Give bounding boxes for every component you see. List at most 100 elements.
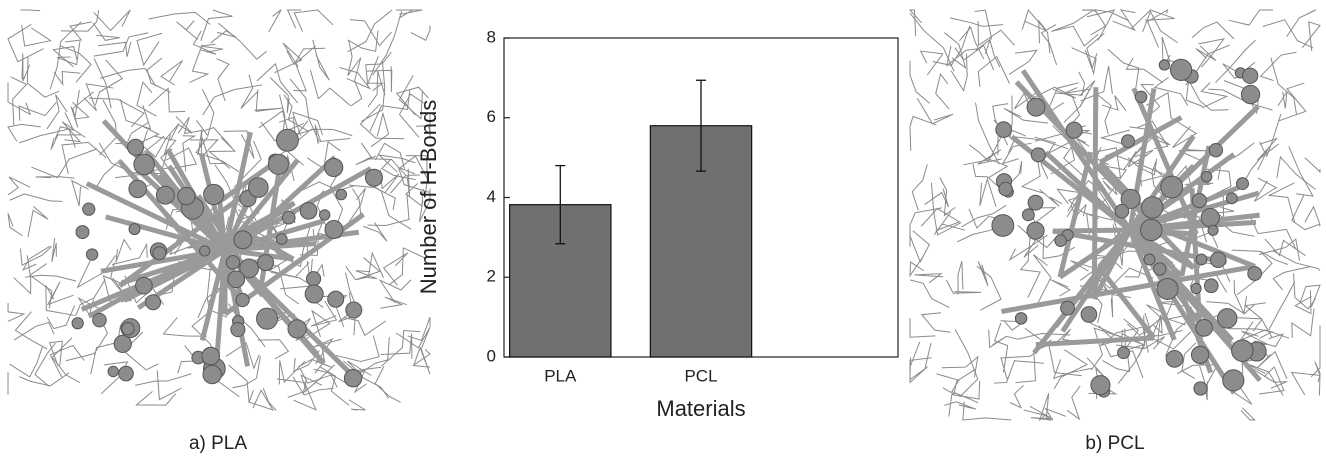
atom [324, 220, 344, 239]
atom [1209, 251, 1227, 268]
atom [1195, 319, 1213, 337]
bond-line [909, 60, 930, 104]
bond-line [111, 242, 148, 266]
bond-line [909, 318, 936, 338]
bond-line [1253, 177, 1278, 202]
bond-line [189, 44, 210, 83]
bond-line [135, 373, 192, 386]
bond-line [380, 330, 421, 367]
bond-line [1052, 125, 1085, 178]
bond-line [1008, 136, 1068, 153]
bond-line [1093, 277, 1103, 324]
bond-line [968, 137, 1002, 162]
bond-line [1243, 148, 1269, 183]
bond-line [1125, 57, 1164, 84]
atom [1200, 170, 1213, 183]
stick-bond [249, 232, 295, 262]
bond-line [367, 70, 386, 108]
bond-line [1008, 49, 1038, 75]
bond-line [269, 77, 290, 114]
bond-line [909, 230, 930, 264]
atom [1160, 175, 1184, 199]
bond-line [7, 213, 23, 237]
bond-line [123, 331, 159, 371]
stick-bond [1128, 163, 1196, 232]
bond-line [305, 309, 331, 340]
bond-line [374, 366, 401, 403]
atom [275, 128, 299, 152]
atom [235, 292, 250, 308]
bond-line [21, 53, 31, 82]
stick-bond [101, 119, 227, 252]
bond-line [347, 30, 379, 53]
bond-line [1244, 302, 1266, 332]
bond-line [1050, 279, 1071, 297]
atom [113, 334, 132, 353]
atom [998, 181, 1013, 197]
bond-line [1215, 39, 1256, 84]
x-tick-label: PLA [544, 366, 577, 385]
bond-line [348, 187, 366, 223]
bond-line [271, 116, 297, 161]
atom [1247, 266, 1263, 281]
bond-line [1086, 9, 1116, 41]
bond-line [302, 364, 335, 394]
atom [1026, 97, 1046, 117]
atom [318, 209, 331, 221]
bond-line [292, 376, 334, 396]
atom [1054, 234, 1067, 247]
stick-bond [224, 247, 294, 262]
bond-line [1293, 273, 1317, 310]
bond-line [348, 399, 366, 411]
bond-line [1291, 194, 1321, 231]
bond-line [48, 340, 63, 366]
atom [1065, 121, 1083, 139]
bond-line [944, 32, 967, 70]
x-tick-label: PCL [684, 366, 717, 385]
bond-line [1258, 238, 1301, 261]
bond-line [293, 350, 320, 373]
bond-line [954, 329, 979, 398]
bond-line [210, 30, 237, 44]
atom [177, 186, 196, 206]
bond-line [154, 134, 177, 156]
bond-line [350, 57, 363, 107]
atom [1158, 59, 1170, 71]
bond-line [19, 246, 52, 266]
bond-line [389, 247, 426, 285]
molecule-image-pla [7, 9, 431, 411]
bond-line [160, 60, 183, 86]
atom [1203, 278, 1219, 294]
bond-line [65, 21, 92, 43]
atom [1231, 339, 1254, 362]
bond-line [356, 251, 384, 280]
bond-line [1186, 77, 1229, 111]
bond-line [136, 81, 157, 117]
bond-line [1291, 308, 1315, 338]
bond-line [217, 22, 268, 60]
bond-line [355, 142, 377, 166]
bond-line [1008, 234, 1048, 262]
atom [324, 157, 344, 178]
bond-line [93, 9, 131, 32]
bond-line [200, 9, 233, 41]
bond-line [76, 255, 117, 289]
atom [1190, 282, 1202, 295]
bond-line [1267, 182, 1296, 223]
stick-bond [1179, 145, 1212, 277]
bond-line [293, 9, 334, 32]
y-tick-label: 6 [487, 107, 496, 126]
y-axis-label: Number of H-Bonds [416, 100, 441, 294]
bond-line [344, 317, 387, 337]
bond-line [165, 147, 198, 170]
bond-line [1070, 203, 1087, 218]
bond-line [195, 88, 215, 137]
bond-line [1130, 9, 1175, 30]
bond-line [347, 39, 361, 76]
bond-line [1151, 158, 1169, 202]
bond-line [200, 43, 224, 53]
atom [203, 183, 225, 206]
bond-line [1156, 300, 1192, 309]
bond-line [405, 183, 424, 208]
stick-bond [85, 181, 227, 253]
